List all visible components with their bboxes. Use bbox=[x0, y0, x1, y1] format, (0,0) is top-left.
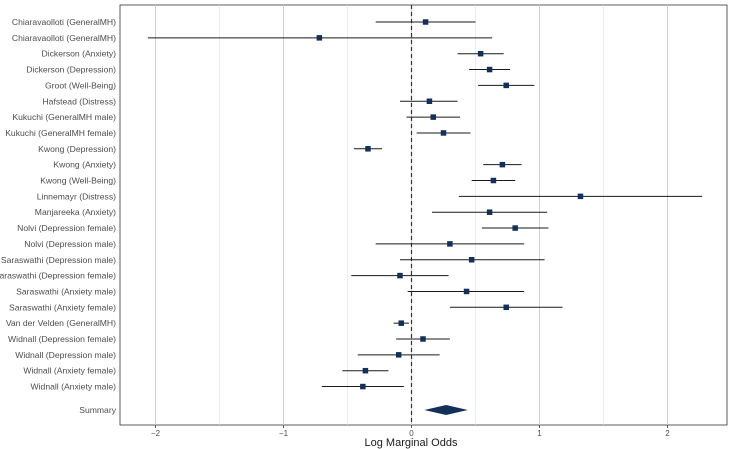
study-row: Manjareeka (Anxiety) bbox=[35, 207, 548, 217]
point-estimate bbox=[420, 336, 426, 342]
study-label: Dickerson (Anxiety) bbox=[42, 49, 117, 59]
study-row: Saraswathi (Anxiety male) bbox=[16, 286, 525, 296]
x-axis-title: Log Marginal Odds bbox=[365, 437, 458, 449]
study-label: Hafstead (Distress) bbox=[42, 96, 116, 106]
point-estimate bbox=[362, 367, 369, 374]
point-estimate bbox=[430, 114, 437, 120]
point-estimate bbox=[486, 66, 493, 73]
study-row: Linnemayr (Distress) bbox=[37, 191, 703, 201]
x-tick-label: −2 bbox=[151, 429, 161, 438]
study-row: Saraswathi (Depression female) bbox=[0, 271, 449, 281]
study-row: Hafstead (Distress) bbox=[42, 96, 458, 106]
x-tick-label: 0 bbox=[409, 429, 414, 438]
study-label: Widnall (Depression male) bbox=[15, 350, 116, 360]
study-label: Nolvi (Depression male) bbox=[24, 239, 116, 249]
study-label: Kukuchi (GeneralMH male) bbox=[12, 112, 116, 122]
study-label: Chiaravaolloti (GeneralMH) bbox=[12, 17, 116, 27]
study-label: Widnall (Depression female) bbox=[8, 334, 116, 344]
study-label: Kwong (Depression) bbox=[38, 144, 116, 154]
study-label: Kukuchi (GeneralMH female) bbox=[5, 128, 116, 138]
study-label: Groot (Well-Being) bbox=[45, 80, 116, 90]
study-label: Nolvi (Depression female) bbox=[17, 223, 116, 233]
study-label: Van der Velden (GeneralMH) bbox=[6, 318, 116, 328]
point-estimate bbox=[398, 320, 405, 326]
study-row: Saraswathi (Depression male) bbox=[1, 255, 545, 265]
point-estimate bbox=[577, 193, 584, 200]
x-axis: −2 −1 0 1 2 bbox=[151, 425, 670, 438]
study-row: Nolvi (Depression male) bbox=[24, 239, 525, 249]
point-estimate bbox=[486, 209, 493, 215]
point-estimate bbox=[503, 304, 509, 311]
study-row: Widnall (Anxiety male) bbox=[31, 382, 404, 392]
x-tick-label: −1 bbox=[279, 429, 289, 438]
summary-diamond bbox=[424, 405, 468, 415]
point-estimate bbox=[463, 288, 470, 295]
study-row: Dickerson (Depression) bbox=[26, 65, 511, 75]
study-row: Kwong (Well-Being) bbox=[40, 176, 516, 186]
study-row: Widnall (Depression female) bbox=[8, 334, 450, 344]
point-estimate bbox=[316, 35, 323, 41]
study-label: Kwong (Well-Being) bbox=[40, 176, 116, 186]
point-estimate bbox=[503, 82, 509, 89]
study-row: Widnall (Depression male) bbox=[15, 350, 440, 360]
point-estimate bbox=[395, 352, 402, 358]
study-label: Linnemayr (Distress) bbox=[37, 191, 116, 201]
study-label: Saraswathi (Anxiety male) bbox=[16, 286, 116, 296]
study-label: Kwong (Anxiety) bbox=[53, 160, 116, 170]
point-estimate bbox=[397, 272, 403, 279]
point-estimate bbox=[360, 383, 366, 390]
point-estimate bbox=[440, 130, 447, 136]
study-label: Saraswathi (Depression female) bbox=[0, 271, 116, 281]
summary-row: Summary bbox=[79, 405, 468, 415]
study-label: Widnall (Anxiety male) bbox=[31, 382, 117, 392]
study-row: Kwong (Depression) bbox=[38, 144, 383, 154]
point-estimate bbox=[426, 98, 433, 104]
point-estimate bbox=[499, 161, 506, 168]
point-estimate bbox=[477, 50, 484, 57]
study-row: Saraswathi (Anxiety female) bbox=[9, 302, 563, 312]
study-label: Dickerson (Depression) bbox=[26, 65, 116, 75]
study-row: Widnall (Anxiety female) bbox=[23, 366, 389, 376]
study-row: Groot (Well-Being) bbox=[45, 80, 535, 90]
study-label: Chiaravaolloti (GeneralMH) bbox=[12, 33, 116, 43]
grid-lines bbox=[119, 4, 728, 426]
study-label: Widnall (Anxiety female) bbox=[23, 366, 116, 376]
study-label: Saraswathi (Depression male) bbox=[1, 255, 116, 265]
x-tick-label: 1 bbox=[537, 429, 542, 438]
study-row: Chiaravaolloti (GeneralMH) bbox=[12, 33, 493, 43]
study-rows: Chiaravaolloti (GeneralMH) Chiaravaolloti… bbox=[0, 17, 703, 392]
point-estimate bbox=[468, 257, 475, 263]
study-row: Kukuchi (GeneralMH male) bbox=[12, 112, 461, 122]
study-label: Saraswathi (Anxiety female) bbox=[9, 302, 116, 312]
study-row: Kwong (Anxiety) bbox=[53, 160, 522, 170]
study-row: Dickerson (Anxiety) bbox=[42, 49, 504, 59]
point-estimate bbox=[447, 241, 453, 247]
panel-border bbox=[119, 4, 728, 426]
summary-label: Summary bbox=[79, 405, 116, 415]
study-row: Kukuchi (GeneralMH female) bbox=[5, 128, 471, 138]
point-estimate bbox=[512, 225, 518, 231]
study-row: Van der Velden (GeneralMH) bbox=[6, 318, 409, 328]
study-row: Chiaravaolloti (GeneralMH) bbox=[12, 17, 476, 27]
point-estimate bbox=[422, 19, 429, 25]
study-label: Manjareeka (Anxiety) bbox=[35, 207, 116, 217]
x-tick-label: 2 bbox=[665, 429, 670, 438]
point-estimate bbox=[490, 177, 497, 184]
study-row: Nolvi (Depression female) bbox=[17, 223, 549, 233]
point-estimate bbox=[365, 146, 371, 152]
